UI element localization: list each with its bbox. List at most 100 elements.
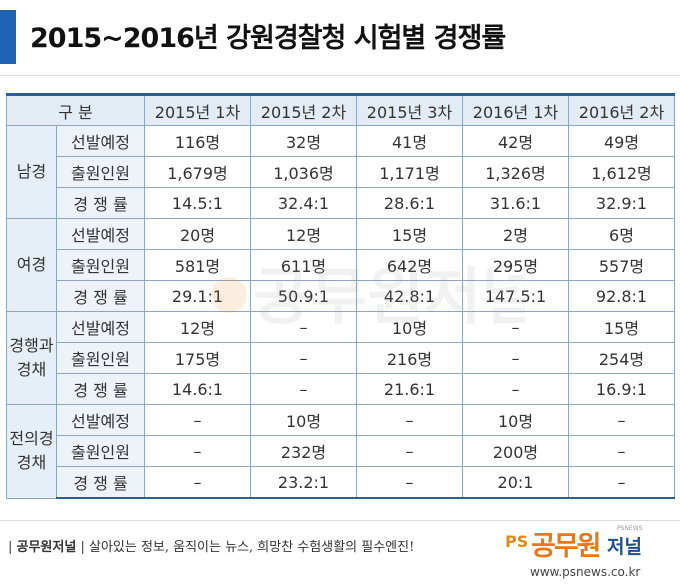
table-row: 전의경 경채 선발예정 –10명 –10명 –: [6, 404, 675, 499]
table-cell: 23.2:1: [250, 466, 357, 499]
table-cell: 1,679명: [144, 156, 251, 188]
table-row: 경 쟁 률 14.6:1–21.6:1–16.9:1: [7, 373, 675, 405]
header-col: 2015년 2차: [250, 93, 357, 126]
table-cell: 32명: [250, 125, 357, 157]
row-label: 선발예정: [56, 311, 145, 343]
table-row: 경 쟁 률 29.1:1 50.9:1 42.8:1 147.5:1 92.8:1: [7, 280, 675, 312]
table-cell: 232명: [250, 435, 357, 467]
table-cell: –: [250, 342, 357, 374]
row-label: 경 쟁 률: [56, 280, 145, 312]
group-label: 여경: [6, 218, 57, 312]
table-cell: 42명: [462, 125, 569, 157]
table-cell: –: [250, 373, 357, 405]
table-cell: 31.6:1: [462, 187, 569, 219]
row-label: 경 쟁 률: [56, 187, 145, 219]
table-cell: 41명: [356, 125, 463, 157]
logo-sub-text: 저널: [607, 536, 642, 558]
row-label: 경 쟁 률: [56, 373, 145, 405]
competition-table-wrapper: 구 분 2015년 1차 2015년 2차 2015년 3차 2016년 1차 …: [6, 93, 675, 499]
table-cell: 21.6:1: [356, 373, 463, 405]
header-col: 2016년 2차: [568, 93, 675, 126]
logo-tag: PSNEWS: [617, 525, 643, 532]
table-cell: 6명: [568, 218, 675, 250]
table-row: 출원인원 1,679명 1,036명 1,171명 1,326명 1,612명: [7, 156, 675, 188]
table-cell: 20명: [144, 218, 251, 250]
row-label: 출원인원: [56, 342, 145, 374]
page-title: 2015~2016년 강원경찰청 시험별 경쟁률: [30, 23, 506, 54]
footer-slogan-text: 살아있는 정보, 움직이는 뉴스, 희망찬 수험생활의 필수엔진!: [88, 540, 415, 555]
table-cell: 10명: [250, 404, 357, 436]
table-cell: –: [144, 466, 251, 499]
competition-table: 구 분 2015년 1차 2015년 2차 2015년 3차 2016년 1차 …: [6, 93, 675, 499]
table-cell: –: [568, 466, 675, 499]
table-cell: 1,326명: [462, 156, 569, 188]
row-label: 선발예정: [56, 404, 145, 436]
table-cell: 295명: [462, 249, 569, 281]
table-cell: 20:1: [462, 466, 569, 499]
psnews-logo: PS 공무원 PSNEWS 저널: [505, 524, 675, 564]
title-accent-bar: [0, 10, 16, 64]
table-row: 출원인원 581명 611명 642명 295명 557명: [7, 249, 675, 281]
table-row: 경행과 경채 선발예정 12명 –10명 –15명: [6, 311, 675, 405]
table-cell: 92.8:1: [568, 280, 675, 312]
logo-main-text: 공무원: [531, 531, 602, 562]
table-cell: 611명: [250, 249, 357, 281]
table-row: 경 쟁 률 14.5:1 32.4:1 28.6:1 31.6:1 32.9:1: [7, 187, 675, 219]
table-body: 남경 선발예정 116명 32명 41명 42명 49명 출원인원 1,679명 1,036명 1,…: [6, 125, 675, 499]
table-cell: 642명: [356, 249, 463, 281]
table-cell: –: [462, 373, 569, 405]
table-cell: 14.5:1: [144, 187, 251, 219]
table-row: 여경 선발예정 20명 12명 15명 2명 6명: [6, 218, 675, 312]
row-label: 출원인원: [56, 435, 145, 467]
table-cell: 32.4:1: [250, 187, 357, 219]
table-cell: 1,171명: [356, 156, 463, 188]
table-cell: 14.6:1: [144, 373, 251, 405]
table-cell: –: [356, 435, 463, 467]
table-cell: 12명: [144, 311, 251, 343]
table-cell: 32.9:1: [568, 187, 675, 219]
table-cell: 50.9:1: [250, 280, 357, 312]
table-cell: –: [144, 404, 251, 436]
table-row: 남경 선발예정 116명 32명 41명 42명 49명: [6, 125, 675, 219]
table-cell: –: [568, 404, 675, 436]
table-cell: 10명: [356, 311, 463, 343]
table-cell: 15명: [568, 311, 675, 343]
table-cell: 557명: [568, 249, 675, 281]
table-cell: 49명: [568, 125, 675, 157]
table-cell: 42.8:1: [356, 280, 463, 312]
row-label: 출원인원: [56, 249, 145, 281]
table-cell: 16.9:1: [568, 373, 675, 405]
logo-ps-mark: PS: [505, 532, 529, 551]
table-cell: 216명: [356, 342, 463, 374]
table-cell: 28.6:1: [356, 187, 463, 219]
table-cell: –: [250, 311, 357, 343]
header-row: 구 분 2015년 1차 2015년 2차 2015년 3차 2016년 1차 …: [6, 93, 675, 126]
row-label: 출원인원: [56, 156, 145, 188]
header-category: 구 분: [6, 93, 145, 126]
table-cell: –: [462, 311, 569, 343]
table-row: 경 쟁 률 –23.2:1–20:1–: [7, 466, 675, 499]
table-cell: 15명: [356, 218, 463, 250]
title-bar: 2015~2016년 강원경찰청 시험별 경쟁률: [0, 0, 680, 76]
table-cell: 116명: [144, 125, 251, 157]
row-label: 선발예정: [56, 218, 145, 250]
table-cell: –: [462, 342, 569, 374]
table-cell: 147.5:1: [462, 280, 569, 312]
table-row: 출원인원 175명 –216명 –254명: [7, 342, 675, 374]
table-cell: 1,036명: [250, 156, 357, 188]
group-label: 경행과 경채: [6, 311, 57, 405]
table-cell: 200명: [462, 435, 569, 467]
table-cell: 581명: [144, 249, 251, 281]
header-col: 2015년 3차: [356, 93, 463, 126]
header-col: 2015년 1차: [144, 93, 251, 126]
footer-brand: 공무원저널: [16, 540, 77, 555]
table-cell: –: [356, 404, 463, 436]
table-row: 출원인원 –232명 –200명 –: [7, 435, 675, 467]
header-col: 2016년 1차: [462, 93, 569, 126]
group-label: 전의경 경채: [6, 404, 57, 499]
table-cell: 175명: [144, 342, 251, 374]
table-cell: 29.1:1: [144, 280, 251, 312]
table-cell: –: [568, 435, 675, 467]
row-label: 선발예정: [56, 125, 145, 157]
table-cell: 2명: [462, 218, 569, 250]
